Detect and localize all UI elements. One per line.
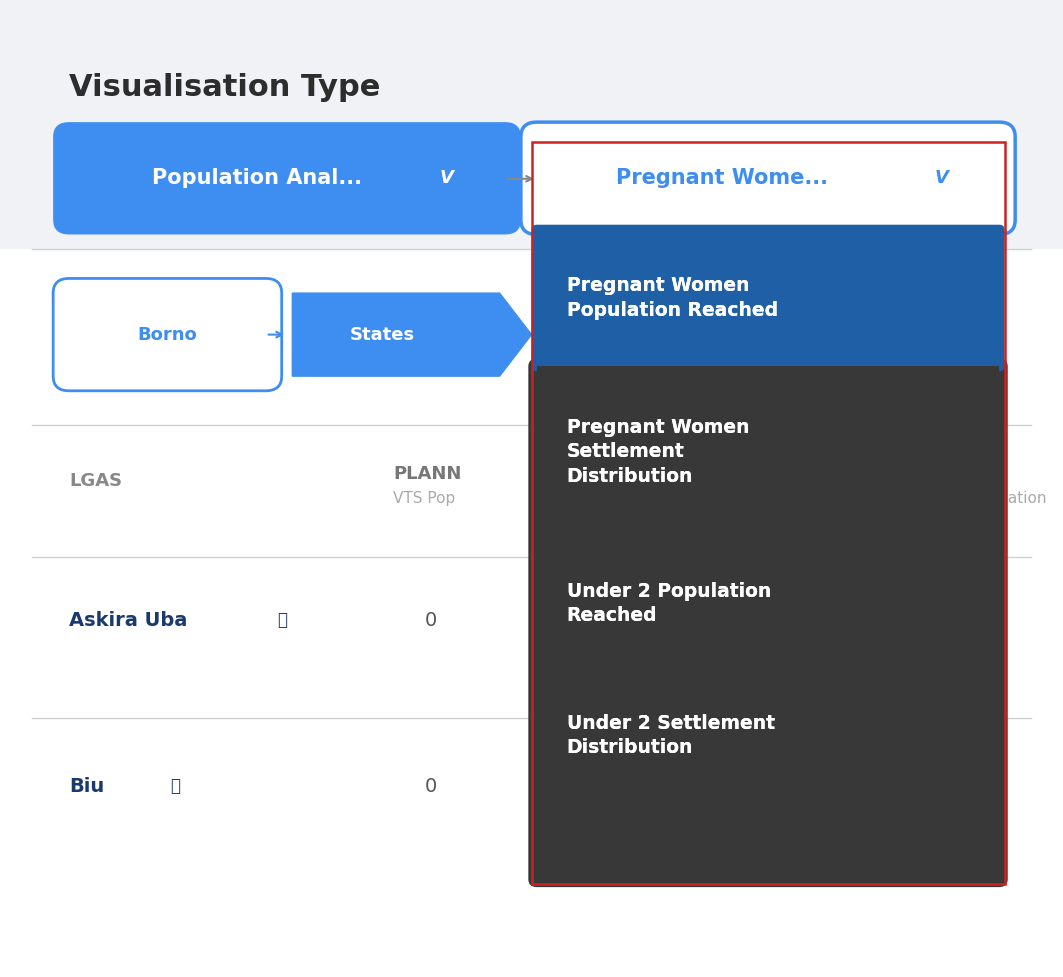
- Text: Biu: Biu: [69, 777, 104, 796]
- Text: 0: 0: [425, 777, 438, 796]
- Text: Pregnant Women
Settlement
Distribution: Pregnant Women Settlement Distribution: [567, 418, 749, 486]
- Bar: [537, 537, 999, 669]
- Text: Visualisation Type: Visualisation Type: [69, 73, 381, 103]
- Text: LGAS: LGAS: [69, 472, 122, 489]
- Text: Under 2 Settlement
Distribution: Under 2 Settlement Distribution: [567, 713, 775, 757]
- Text: 🗺: 🗺: [170, 778, 181, 795]
- Bar: [0, 249, 1063, 977]
- FancyBboxPatch shape: [528, 359, 1008, 887]
- Text: V: V: [439, 169, 453, 188]
- Bar: [537, 366, 999, 537]
- FancyBboxPatch shape: [521, 122, 1015, 234]
- Bar: [537, 230, 999, 366]
- Text: Under 2 Population
Reached: Under 2 Population Reached: [567, 581, 771, 625]
- Text: ulation: ulation: [995, 490, 1047, 506]
- Text: Pregnant Women
Population Reached: Pregnant Women Population Reached: [567, 276, 778, 319]
- Text: Pregnant Women
Settlement
Distribution: Pregnant Women Settlement Distribution: [567, 418, 749, 486]
- Text: 🗺: 🗺: [276, 612, 287, 629]
- Text: PLANN: PLANN: [393, 465, 461, 483]
- Text: Under 2 Population
Reached: Under 2 Population Reached: [567, 581, 771, 625]
- FancyBboxPatch shape: [532, 664, 1005, 806]
- Polygon shape: [292, 293, 532, 376]
- Text: Askira Uba: Askira Uba: [69, 611, 187, 630]
- Text: Pregnant Women
Population Reached: Pregnant Women Population Reached: [567, 276, 778, 319]
- Text: VTS Pop: VTS Pop: [393, 490, 456, 506]
- FancyBboxPatch shape: [532, 225, 1005, 371]
- Text: Pregnant Wome...: Pregnant Wome...: [615, 168, 828, 189]
- Text: Under 2 Settlement
Distribution: Under 2 Settlement Distribution: [567, 713, 775, 757]
- FancyBboxPatch shape: [53, 278, 282, 391]
- Text: V: V: [934, 169, 948, 188]
- Bar: [532, 142, 1005, 884]
- Text: States: States: [350, 325, 416, 344]
- Text: Population Anal...: Population Anal...: [152, 168, 361, 189]
- Text: 0: 0: [425, 611, 438, 630]
- Text: Borno: Borno: [137, 325, 198, 344]
- FancyBboxPatch shape: [53, 122, 521, 234]
